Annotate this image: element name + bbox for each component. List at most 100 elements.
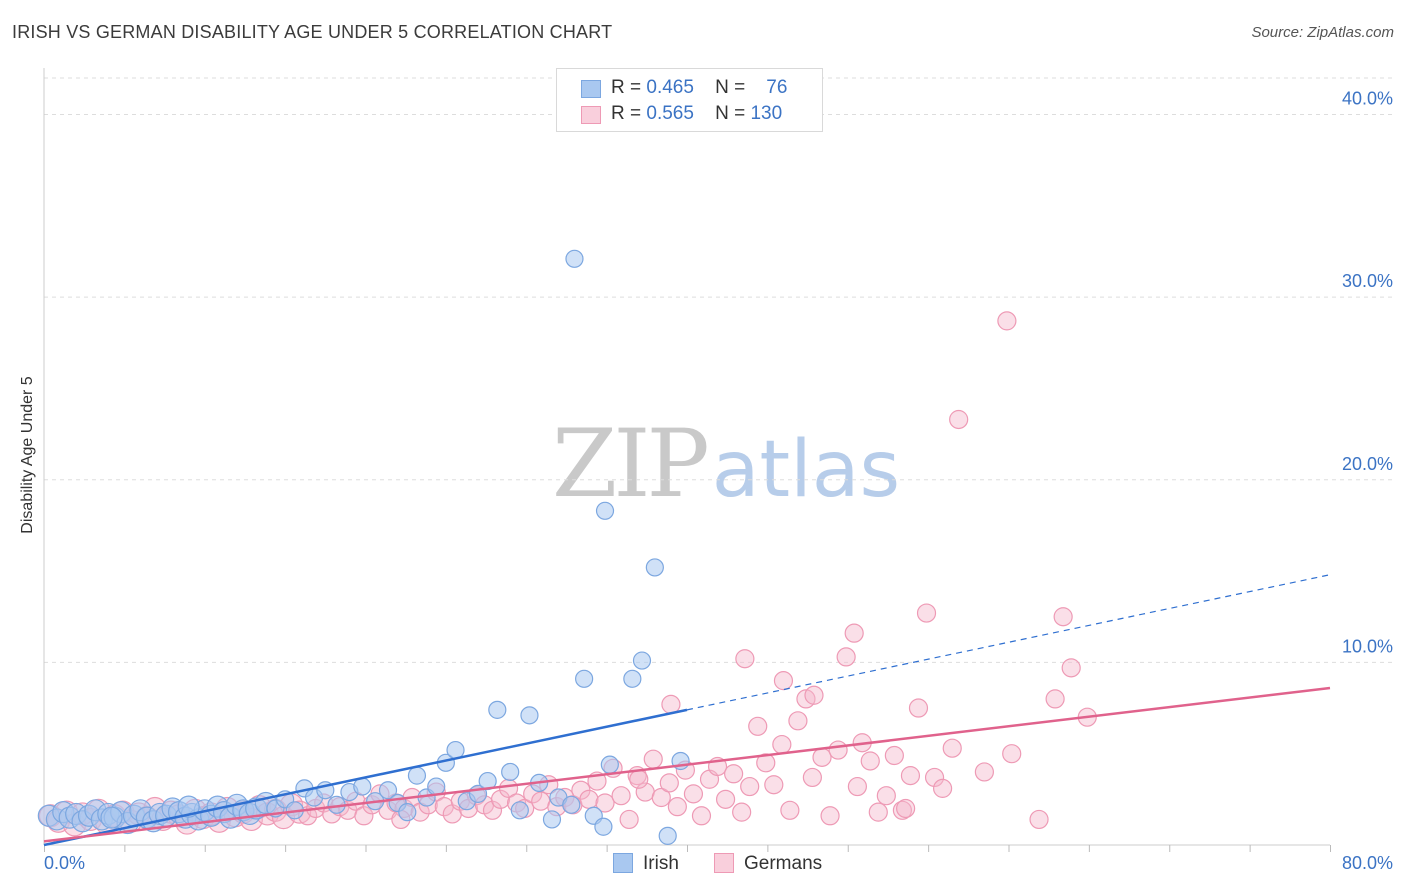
german-point-78 (667, 797, 687, 817)
irish-point-66 (600, 755, 619, 774)
german-point-91 (772, 734, 792, 755)
irish-point-68 (632, 651, 652, 670)
german-point-113 (997, 311, 1017, 331)
german-point-125 (802, 767, 822, 788)
german-point-75 (643, 749, 663, 769)
irish-point-67 (623, 669, 642, 688)
irish-trendline (43, 708, 688, 847)
german-point-90 (764, 775, 784, 795)
legend-n-value-germans: 130 (750, 103, 783, 124)
german-point-126 (974, 762, 994, 782)
irish-points (37, 249, 690, 845)
german-point-99 (836, 647, 856, 667)
german-point-102 (860, 751, 880, 771)
irish-point-73 (565, 249, 584, 268)
german-point-122 (629, 769, 649, 789)
irish-point-65 (594, 817, 613, 836)
irish-point-56 (501, 762, 520, 782)
german-point-95 (804, 685, 824, 705)
german-point-85 (724, 764, 744, 784)
german-point-76 (651, 787, 671, 808)
irish-point-49 (427, 777, 446, 796)
german-point-80 (683, 784, 704, 804)
german-point-72 (619, 809, 639, 830)
watermark: ZIPatlas (552, 410, 900, 519)
german-point-56 (490, 789, 511, 809)
source-credit: Source: ZipAtlas.com (1251, 24, 1394, 41)
irish-point-75 (177, 795, 200, 818)
y-tick-label-2: 30.0% (1342, 271, 1393, 291)
irish-point-70 (658, 826, 677, 845)
irish-point-62 (562, 795, 581, 814)
legend-text-irish: R = 0.465 N = 76 (611, 77, 787, 99)
legend-swatch-germans (581, 106, 601, 124)
legend-n-label: N = (715, 77, 746, 98)
german-point-124 (942, 738, 962, 758)
german-point-111 (932, 778, 953, 798)
irish-point-58 (520, 706, 539, 725)
irish-point-63 (575, 669, 594, 688)
y-tick-label-3: 40.0% (1342, 89, 1393, 109)
german-point-115 (1045, 689, 1065, 709)
legend-r-label: R = (611, 103, 642, 124)
irish-point-57 (510, 801, 529, 820)
german-point-109 (916, 603, 937, 623)
bottom-legend-germans: Germans (714, 853, 822, 875)
german-point-106 (892, 800, 913, 820)
bottom-swatch-germans (714, 853, 734, 873)
correlation-legend: R = 0.465 N = 76 R = 0.565 N = 130 (556, 68, 823, 132)
legend-r-value-germans: 0.565 (646, 103, 694, 124)
german-point-67 (579, 789, 599, 809)
german-point-55 (482, 800, 503, 820)
german-point-120 (735, 649, 755, 669)
irish-point-47 (407, 766, 427, 785)
german-point-127 (847, 776, 867, 797)
irish-point-69 (645, 558, 664, 577)
german-point-112 (949, 409, 969, 430)
legend-n-label: N = (715, 103, 746, 124)
german-point-61 (531, 791, 551, 811)
german-point-104 (876, 786, 896, 806)
german-point-119 (773, 671, 794, 691)
german-point-81 (691, 806, 712, 826)
german-point-77 (659, 773, 679, 793)
german-point-88 (748, 716, 768, 736)
german-point-107 (900, 766, 921, 786)
german-point-108 (908, 698, 929, 718)
german-point-110 (924, 767, 945, 788)
irish-point-55 (488, 700, 507, 719)
german-trendline (43, 686, 1331, 843)
legend-text-germans: R = 0.565 N = 130 (611, 103, 782, 125)
german-point-87 (740, 776, 760, 797)
irish-point-74 (100, 806, 123, 829)
legend-r-value-irish: 0.465 (646, 77, 694, 98)
bottom-legend-irish: Irish (613, 853, 679, 875)
y-tick-label-1: 20.0% (1342, 454, 1393, 474)
x-tick-label-min: 0.0% (44, 853, 85, 873)
legend-r-label: R = (611, 77, 642, 98)
irish-point-72 (595, 501, 615, 520)
german-point-114 (1029, 809, 1049, 830)
watermark-atlas: atlas (711, 425, 901, 515)
german-point-97 (820, 806, 840, 826)
chart-title: IRISH VS GERMAN DISABILITY AGE UNDER 5 C… (12, 22, 613, 42)
legend-n-value-irish: 76 (766, 77, 788, 98)
german-point-98 (828, 740, 848, 760)
german-point-105 (884, 745, 904, 766)
irish-point-44 (378, 781, 398, 800)
german-points (38, 311, 1097, 837)
grid-layer (44, 77, 1395, 663)
german-point-123 (896, 798, 916, 819)
legend-swatch-irish (581, 80, 601, 98)
german-point-96 (812, 747, 832, 767)
bottom-label-germans: Germans (744, 853, 823, 874)
x-tick-label-max: 80.0% (1342, 853, 1393, 873)
german-point-89 (756, 753, 776, 773)
german-point-93 (788, 711, 808, 731)
german-point-92 (780, 800, 800, 820)
tick-label-layer: 10.0% 20.0% 30.0% 40.0% 0.0% 80.0% (44, 89, 1393, 873)
german-point-116 (1053, 607, 1073, 627)
watermark-zip: ZIP (552, 410, 710, 519)
irish-point-60 (542, 810, 562, 829)
irish-point-46 (398, 803, 417, 822)
